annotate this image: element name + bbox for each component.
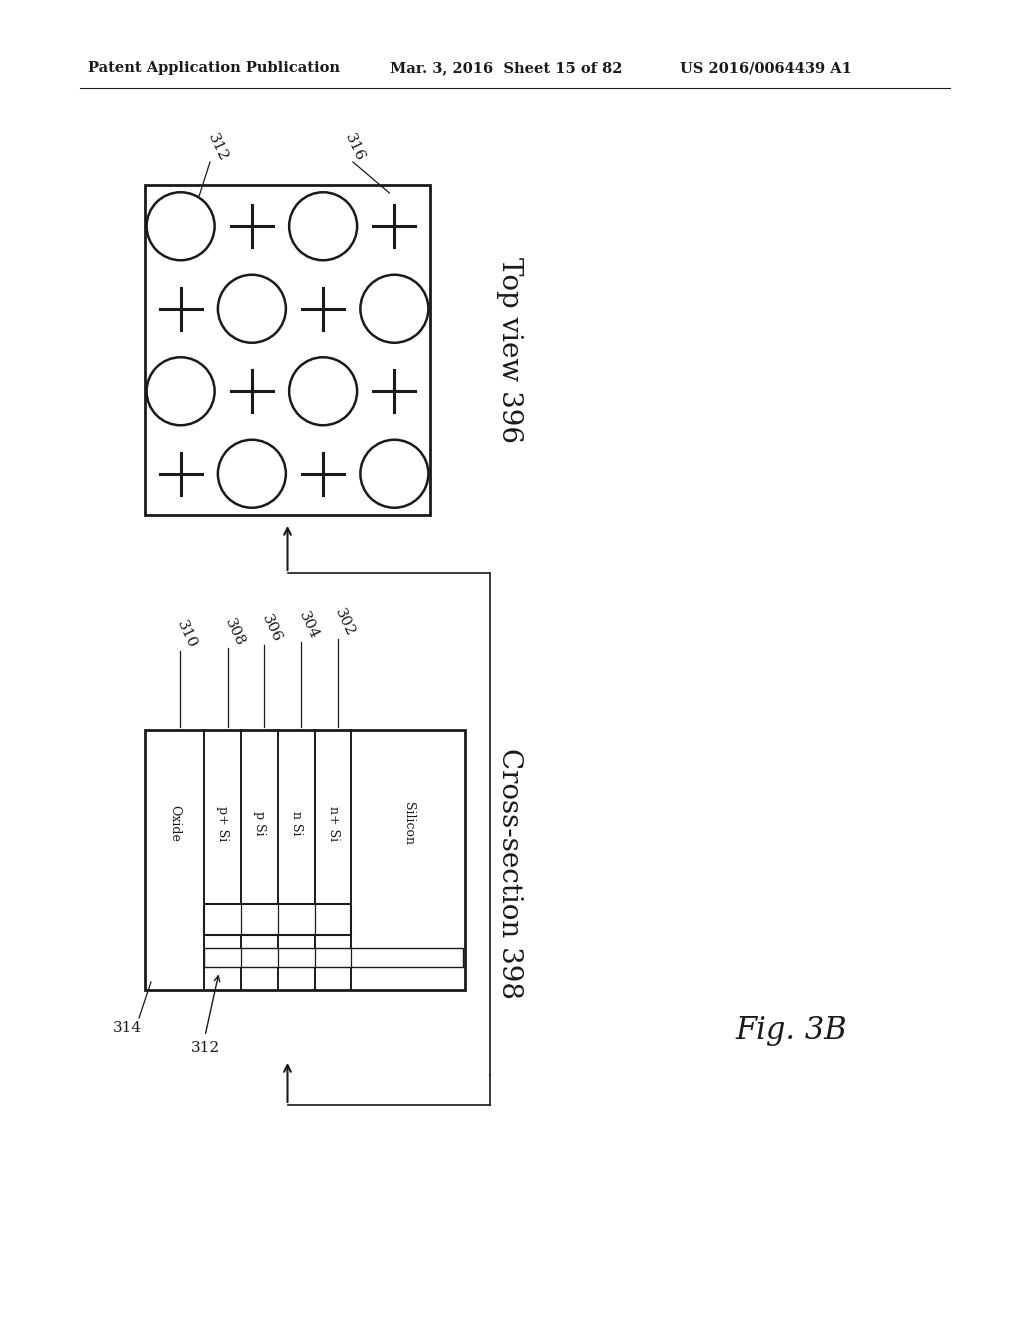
Text: Patent Application Publication: Patent Application Publication [88, 61, 340, 75]
Text: 314: 314 [113, 1020, 141, 1035]
Text: Top view 396: Top view 396 [497, 257, 523, 444]
Circle shape [289, 358, 357, 425]
Circle shape [360, 440, 428, 508]
Text: Cross-section 398: Cross-section 398 [497, 747, 523, 998]
Bar [204, 904, 351, 936]
Bar [145, 730, 465, 990]
Text: 310: 310 [174, 619, 199, 651]
Text: n+ Si: n+ Si [327, 807, 340, 841]
Text: Oxide: Oxide [168, 805, 181, 842]
Bar [204, 948, 463, 966]
Text: 304: 304 [296, 610, 321, 642]
Text: 312: 312 [190, 1041, 219, 1055]
Text: 302: 302 [333, 607, 357, 639]
Text: 306: 306 [259, 612, 284, 645]
Bar [145, 185, 430, 515]
Text: Silicon: Silicon [401, 803, 415, 845]
Text: p Si: p Si [253, 812, 266, 836]
Circle shape [146, 193, 215, 260]
Text: 316: 316 [342, 132, 368, 164]
Text: Mar. 3, 2016  Sheet 15 of 82: Mar. 3, 2016 Sheet 15 of 82 [390, 61, 623, 75]
Text: n Si: n Si [290, 812, 303, 836]
Text: 312: 312 [206, 132, 230, 164]
Circle shape [360, 275, 428, 343]
Circle shape [218, 440, 286, 508]
Text: Fig. 3B: Fig. 3B [735, 1015, 847, 1045]
Text: US 2016/0064439 A1: US 2016/0064439 A1 [680, 61, 852, 75]
Circle shape [218, 275, 286, 343]
Circle shape [289, 193, 357, 260]
Text: 308: 308 [222, 616, 247, 648]
Circle shape [146, 358, 215, 425]
Text: p+ Si: p+ Si [216, 807, 229, 841]
